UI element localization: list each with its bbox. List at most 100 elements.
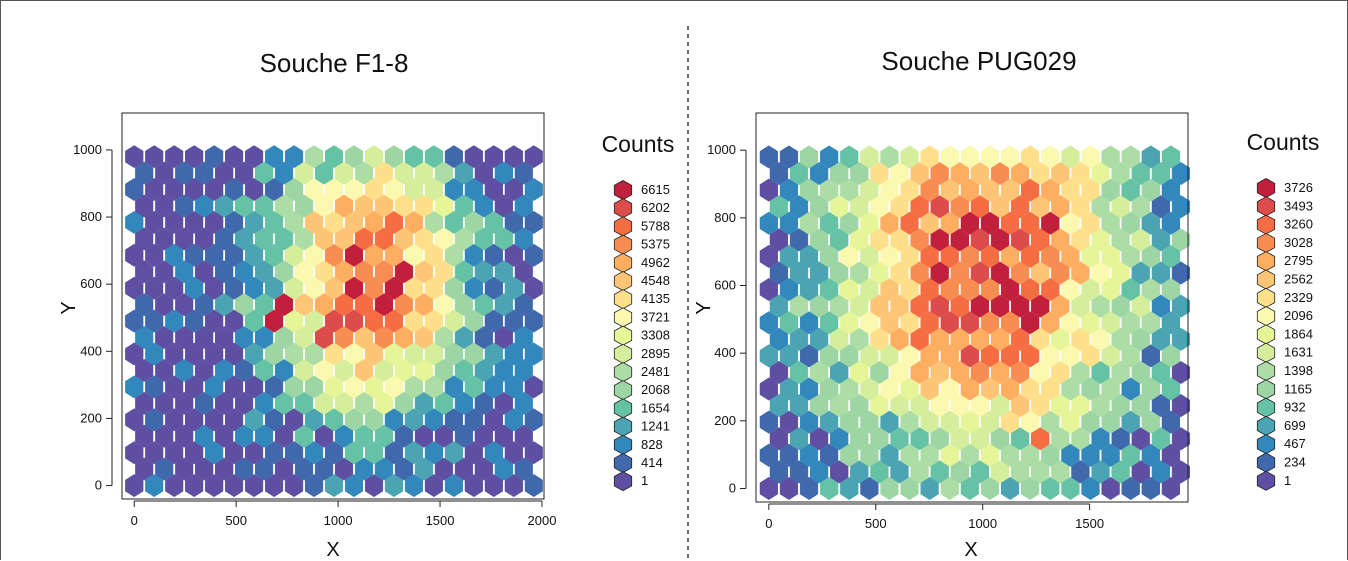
hexbin-cell [364,375,384,399]
hexbin-cell [185,309,204,333]
hexbin-cell [1010,360,1030,384]
hexbin-cell [474,457,493,481]
hexbin-cell [454,457,473,481]
hexbin-cell [444,474,463,498]
hexbin-cell [314,457,334,481]
hexbin-cell [185,474,204,498]
hexbin-cell [524,441,543,465]
y-tick-label: 1000 [73,142,102,157]
hexbin-cell [1031,327,1050,351]
hexbin-cell [759,244,778,268]
hexbin-cell [1091,394,1110,418]
hexbin-cell [324,178,344,201]
hexbin-cell [185,210,204,234]
hexbin-cell [504,342,523,366]
hexbin-cell [474,391,493,415]
hexbin-cell [860,377,879,401]
hexbin-cell [809,162,829,186]
hexbin-cell [504,408,523,432]
hexbin-cell [1021,178,1040,202]
hexbin-cell [414,457,433,481]
hexbin-cell [1031,228,1050,252]
hexbin-cell [900,410,919,434]
hexbin-cell [215,424,234,448]
hexbin-cell [464,210,483,234]
hexbin-cell [265,243,284,267]
hexbin-cell [1061,410,1080,434]
hexbin-cell [960,178,979,202]
hexbin-cell [165,276,184,300]
hexbin-cell [1131,195,1150,219]
hexbin-cell [484,309,503,333]
hexbin-cell [1051,162,1070,186]
hexbin-cell [464,243,483,267]
hexbin-cell [1051,427,1070,451]
hexbin-cell [175,391,194,415]
hexbin-cell [1121,178,1140,202]
hexbin-cell [314,227,334,251]
legend-label: 1631 [1284,345,1313,360]
hexbin-cell [494,227,513,251]
hexbin-cell [344,474,364,498]
hexbin-cell [474,227,493,251]
hexbin-cell [265,441,284,465]
hexbin-cell [324,375,344,399]
hexbin-cell [850,261,869,285]
hexbin-cell [444,145,463,169]
hexbin-cell [1101,443,1120,467]
hexbin-cell [1000,178,1020,202]
hexbin-cell [135,227,154,251]
hexbin-cell [524,474,543,498]
hexbin-cell [1161,145,1181,169]
hexbin-cell [255,457,274,481]
hexbin-cell [484,441,503,465]
hexbin-cell [850,195,869,219]
hexbin-cell [294,391,314,415]
hexbin-cell [404,145,424,169]
hexbin-cell [444,276,463,300]
hexbin-cell [524,408,543,432]
hexbin-cell [880,377,899,401]
hexbin-cell [344,276,364,300]
hexbin-cell [950,394,969,418]
hexbin-cell [284,309,304,333]
hexbin-cell [374,391,394,415]
hexbin-cell [344,375,364,399]
hexbin-cell [1131,261,1150,285]
hexbin-cell [1121,410,1140,434]
hexbin-cell [434,194,453,218]
hexbin-cell [1101,178,1120,202]
hexbin-cell [444,309,463,333]
hexbin-cell [1101,211,1120,235]
hexbin-cell [414,161,433,185]
hexbin-cell [1051,327,1070,351]
hexbin-cell [1161,344,1181,368]
hexbin-cell [1010,394,1030,418]
hexbin-cell [1061,443,1080,467]
hexbin-cell [155,194,174,218]
hexbin-cell [255,227,274,251]
hexbin-cell [1041,476,1060,500]
hexbin-cell [125,441,144,465]
hexbin-cell [960,377,979,401]
hexbin-cell [484,178,503,201]
hexbin-cell [759,344,778,368]
hexbin-cell [374,293,394,317]
hexbin-cell [769,294,789,318]
hexbin-cell [504,210,523,234]
hexbin-cell [255,161,274,185]
hexbin-cell [860,145,879,169]
hexbin-cell [265,375,284,399]
hexbin-cell [1121,145,1140,169]
hexbin-cell [1071,294,1090,318]
hexbin-cell [900,211,919,235]
hexbin-cell [424,441,443,465]
hexbin-cell [255,293,274,317]
y-tick-label: 800 [714,210,736,225]
y-axis-label: Y [58,301,80,314]
hexbin-cell [165,408,184,432]
hexbin-cell [524,210,543,234]
hexbin-cell [830,360,849,384]
hexbin-cell [799,278,819,302]
hexbin-cell [799,244,819,268]
